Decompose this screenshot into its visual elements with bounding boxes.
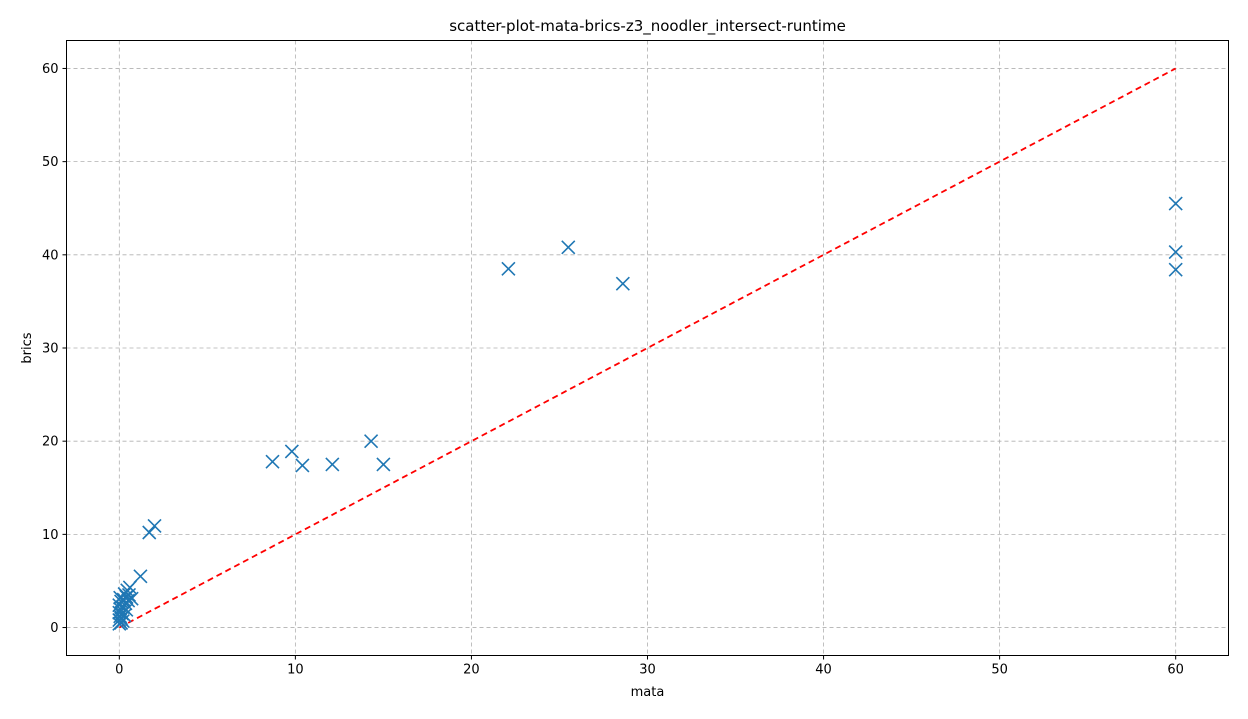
data-point <box>616 277 629 290</box>
data-point <box>148 519 161 532</box>
y-tick-label: 0 <box>50 621 58 636</box>
y-tick-label: 50 <box>42 155 59 170</box>
x-tick-label: 50 <box>991 663 1008 678</box>
data-point <box>377 458 390 471</box>
y-tick-label: 30 <box>42 342 59 357</box>
data-point <box>1169 197 1182 210</box>
y-tick-label: 20 <box>42 435 59 450</box>
chart-title: scatter-plot-mata-brics-z3_noodler_inter… <box>449 17 846 36</box>
data-point <box>266 455 279 468</box>
data-point <box>134 570 147 583</box>
x-tick-label: 10 <box>287 663 304 678</box>
x-tick-label: 60 <box>1167 663 1184 678</box>
data-point <box>502 262 515 275</box>
data-point <box>143 526 156 539</box>
data-point <box>296 459 309 472</box>
y-tick-label: 60 <box>42 62 59 77</box>
x-tick-label: 40 <box>815 663 832 678</box>
x-tick-label: 20 <box>463 663 480 678</box>
data-point <box>326 458 339 471</box>
y-axis-ticks: 0 10 20 30 40 50 60 <box>42 62 67 636</box>
y-axis-label: brics <box>20 332 35 363</box>
x-axis-label: mata <box>631 685 665 700</box>
x-tick-label: 30 <box>639 663 656 678</box>
y-tick-label: 40 <box>42 248 59 263</box>
data-point <box>285 445 298 458</box>
y-tick-label: 10 <box>42 528 59 543</box>
x-tick-label: 0 <box>115 663 123 678</box>
data-point <box>562 241 575 254</box>
x-axis-ticks: 0 10 20 30 40 50 60 <box>115 656 1184 678</box>
